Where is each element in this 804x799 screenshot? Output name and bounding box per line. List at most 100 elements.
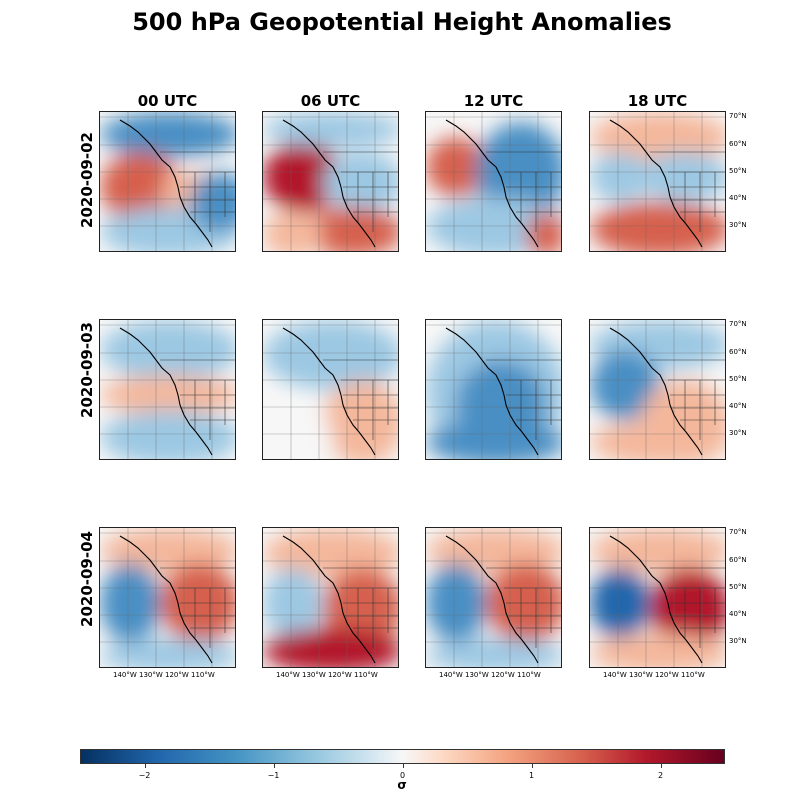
anomaly-region <box>590 568 650 638</box>
anomaly-region <box>100 528 235 573</box>
anomaly-field <box>263 112 398 251</box>
colorbar-tick-label: −2 <box>138 771 151 780</box>
latitude-label: 70°N <box>729 112 747 120</box>
state-borders <box>323 151 398 232</box>
map-panel <box>99 527 236 668</box>
longitude-labels: 140°W 130°W 120°W 110°W <box>113 671 215 679</box>
map-panel <box>425 319 562 460</box>
latitude-label: 50°N <box>729 375 747 383</box>
coastline <box>119 327 213 456</box>
longitude-labels: 140°W 130°W 120°W 110°W <box>439 671 541 679</box>
figure-title: 500 hPa Geopotential Height Anomalies <box>132 8 672 36</box>
anomaly-region <box>100 410 235 459</box>
anomaly-region <box>263 112 398 147</box>
anomaly-field <box>590 320 725 459</box>
anomaly-region <box>590 112 725 162</box>
longitude-labels: 140°W 130°W 120°W 110°W <box>276 671 378 679</box>
anomaly-field <box>590 112 725 251</box>
anomaly-region <box>263 568 323 638</box>
latitude-label: 60°N <box>729 556 747 564</box>
row-label-2020-09-02: 2020-09-02 <box>78 132 96 228</box>
colorbar-tick-label: 1 <box>528 771 535 780</box>
anomaly-region <box>590 528 725 573</box>
map-panel <box>262 527 399 668</box>
coastline <box>119 535 213 664</box>
row-label-2020-09-04: 2020-09-04 <box>78 531 96 627</box>
column-header-06utc: 06 UTC <box>300 92 361 110</box>
column-header-00utc: 00 UTC <box>137 92 198 110</box>
anomaly-region <box>100 152 180 222</box>
anomaly-field <box>426 112 561 251</box>
anomaly-region <box>426 638 561 667</box>
latitude-label: 30°N <box>729 429 747 437</box>
anomaly-region <box>590 152 650 202</box>
anomaly-region <box>426 563 486 643</box>
latitude-label: 40°N <box>729 402 747 410</box>
colorbar-tick-label: 0 <box>399 771 406 780</box>
anomaly-field <box>100 112 235 251</box>
colorbar-tick-label: −1 <box>267 771 280 780</box>
anomaly-region <box>426 137 486 197</box>
anomaly-region <box>100 563 160 643</box>
colorbar-tick-mark <box>144 764 146 768</box>
map-panel <box>99 319 236 460</box>
coastline <box>445 535 539 664</box>
latitude-label: 50°N <box>729 583 747 591</box>
column-header-12utc: 12 UTC <box>463 92 524 110</box>
anomaly-region <box>263 528 398 578</box>
anomaly-region <box>590 202 725 251</box>
longitude-labels: 140°W 130°W 120°W 110°W <box>603 671 705 679</box>
map-panel <box>425 111 562 252</box>
latitude-label: 50°N <box>729 167 747 175</box>
colorbar-tick-label: 2 <box>657 771 664 780</box>
map-panel <box>589 111 726 252</box>
coastline <box>445 327 539 456</box>
latitude-label: 30°N <box>729 221 747 229</box>
latitude-label: 70°N <box>729 320 747 328</box>
anomaly-region <box>263 212 323 251</box>
anomaly-field <box>590 528 725 667</box>
anomaly-field <box>263 528 398 667</box>
map-panel <box>425 527 562 668</box>
anomaly-field <box>100 528 235 667</box>
anomaly-region <box>590 420 725 459</box>
state-borders <box>160 567 235 648</box>
colorbar-tick-mark <box>273 764 275 768</box>
anomaly-region <box>303 207 398 251</box>
anomaly-region <box>100 320 235 380</box>
anomaly-region <box>590 350 660 420</box>
latitude-label: 70°N <box>729 528 747 536</box>
anomaly-region <box>263 142 343 212</box>
state-borders <box>323 567 398 648</box>
colorbar <box>80 749 725 764</box>
state-borders <box>486 567 561 648</box>
coastline <box>609 327 703 456</box>
anomaly-region <box>426 528 561 573</box>
column-header-18utc: 18 UTC <box>627 92 688 110</box>
state-borders <box>486 359 561 440</box>
anomaly-region <box>590 633 725 667</box>
latitude-label: 60°N <box>729 140 747 148</box>
anomaly-region <box>263 410 333 459</box>
anomaly-region <box>426 420 561 459</box>
anomaly-region <box>100 112 235 157</box>
state-borders <box>160 359 235 440</box>
coastline <box>282 119 376 248</box>
coastline <box>119 119 213 248</box>
colorbar-tick-mark <box>660 764 662 768</box>
coastline <box>609 535 703 664</box>
anomaly-region <box>100 375 235 415</box>
latitude-label: 40°N <box>729 610 747 618</box>
state-borders <box>650 567 725 648</box>
anomaly-region <box>100 638 235 667</box>
anomaly-region <box>263 628 398 667</box>
anomaly-region <box>263 320 398 390</box>
colorbar-tick-mark <box>531 764 533 768</box>
coastline <box>282 327 376 456</box>
map-panel <box>99 111 236 252</box>
map-panel <box>589 527 726 668</box>
map-panel <box>262 111 399 252</box>
anomaly-field <box>100 320 235 459</box>
anomaly-region <box>323 152 398 212</box>
row-label-2020-09-03: 2020-09-03 <box>78 322 96 418</box>
